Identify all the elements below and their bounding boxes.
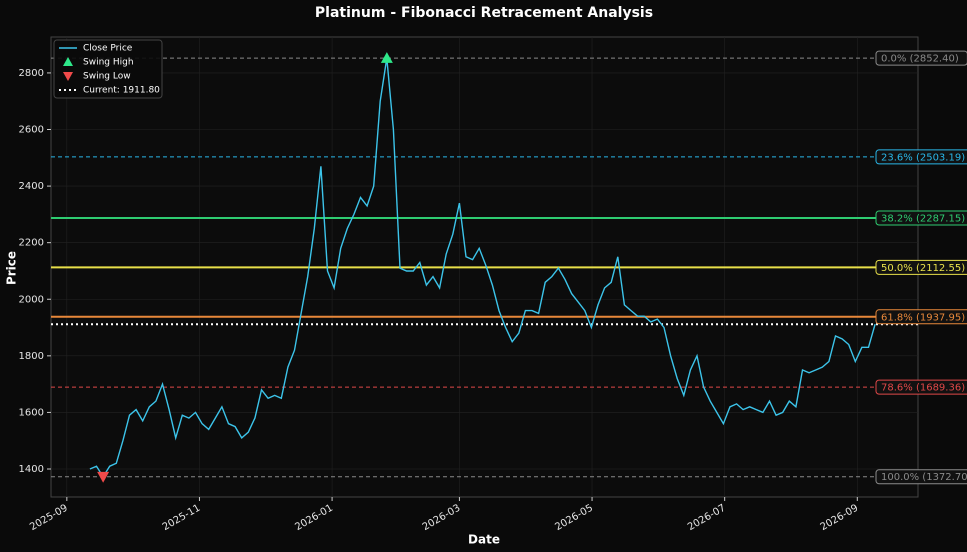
level-label: 50.0% (2112.55) [881, 263, 965, 274]
y-tick-label: 1600 [19, 407, 44, 418]
y-tick-label: 2200 [19, 238, 44, 249]
level-label-box [875, 469, 967, 485]
level-label-box [875, 259, 967, 275]
swing-marker [97, 471, 110, 483]
level-label: 100.0% (1372.70) [881, 472, 967, 483]
y-tick-label: 1800 [19, 351, 44, 362]
level-label-box [875, 379, 967, 395]
x-axis-label: Date [468, 533, 500, 547]
legend-marker [63, 72, 73, 81]
y-tick-label: 2800 [19, 68, 44, 79]
level-label: 23.6% (2503.19) [881, 152, 965, 163]
y-tick-label: 2600 [19, 125, 44, 136]
swing-marker [380, 52, 393, 63]
level-label-box [875, 50, 967, 66]
price-line [89, 57, 876, 479]
y-axis-label: Price [5, 251, 19, 285]
legend-marker [63, 57, 73, 66]
chart-title: Platinum - Fibonacci Retracement Analysi… [315, 5, 653, 21]
level-label: 61.8% (1937.95) [881, 312, 965, 323]
level-label-box [875, 210, 967, 226]
legend-label: Current: 1911.80 [83, 86, 160, 96]
level-label-box [875, 309, 967, 325]
y-tick-label: 2400 [19, 181, 44, 192]
y-tick-label: 2000 [19, 294, 44, 305]
legend-label: Swing Low [83, 72, 131, 82]
level-label: 0.0% (2852.40) [881, 54, 959, 65]
y-tick-label: 1400 [19, 464, 44, 475]
level-label-box [875, 149, 967, 165]
legend-label: Swing High [83, 58, 134, 68]
level-label: 78.6% (1689.36) [881, 383, 965, 394]
level-label: 38.2% (2287.15) [881, 214, 965, 225]
legend-box [53, 39, 163, 99]
legend-label: Close Price [83, 44, 133, 54]
